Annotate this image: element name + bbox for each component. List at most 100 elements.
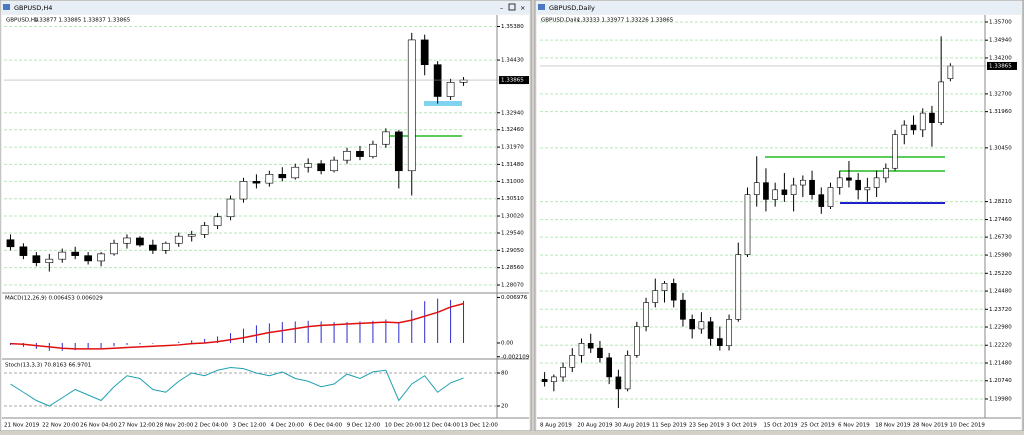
candle-body [670,283,677,301]
minimize[interactable]: – [500,4,503,12]
y-tick-label: 1.31960 [989,109,1012,115]
maximize[interactable] [508,3,516,11]
x-tick-label: 12 Dec 04:00 [423,423,460,429]
quote: 1.33333 1.33977 1.33226 1.33865 [577,18,674,24]
x-tick-label: 21 Nov 2019 [4,423,40,429]
candle-body [550,376,557,383]
x-tick-label: 6 Nov 2019 [838,423,870,429]
candle-body [446,82,455,97]
y-tick-label: 1.19980 [989,396,1012,402]
candle-body [278,173,287,179]
candle-body [790,184,797,195]
y-tick-label: 1.21480 [989,360,1012,366]
candle-body [606,357,613,378]
price-tag [987,61,1017,70]
x-tick-label: 3 Dec 12:00 [232,423,266,429]
y-tick-label: 1.26730 [989,235,1012,241]
chart-title: GBPUSD,H4 [6,18,39,24]
x-tick-label: 28 Nov 2019 [913,423,949,429]
candle-body [123,237,131,244]
close[interactable]: × [520,4,525,12]
candle-body [661,283,668,291]
candle-body [317,163,325,172]
candle-body [716,338,723,347]
y-tick-label: 1.30510 [501,196,524,202]
candle-body [291,166,300,179]
y-tick-label: 1.32460 [501,127,524,133]
macd-signal [10,302,464,350]
candle-body [578,343,585,356]
candle-body [873,177,880,188]
y-tick-label: 1.28070 [501,282,524,288]
macd-label: MACD(12,26,9) 0.006453 0.006029 [5,296,103,302]
y-tick-label: 1.28560 [501,265,524,271]
y-tick-label: 1.35700 [989,19,1012,25]
x-tick-label: 27 Nov 12:00 [118,423,156,429]
candle-body [58,251,67,260]
x-tick-label: 22 Nov 20:00 [42,423,80,429]
candle-body [6,239,15,248]
candle-body [304,163,313,168]
candle-body [569,355,576,368]
candle-body [744,194,751,255]
candle-body [239,181,248,200]
candle-body [735,254,742,320]
candle-body [846,177,852,181]
candle-body [252,181,261,184]
candle-body [174,235,183,244]
y-tick-label: 1.29540 [501,231,524,237]
title-bar [1,1,530,14]
candle-body [772,189,779,200]
y-tick-label: 1.30020 [501,214,524,220]
candle-body [781,189,788,195]
candle-body [799,179,806,186]
y-tick-label: 80 [501,371,508,377]
candle-body [213,216,222,226]
candle-body [84,255,92,262]
price-tag-label: 1.33865 [989,63,1012,69]
stoch-line [10,366,464,407]
y-tick-label: 0.006976 [501,295,528,301]
y-tick-label: 1.31000 [501,179,524,185]
y-tick-label: 1.24480 [989,289,1012,295]
y-tick-label: 1.34940 [989,38,1012,44]
y-tick-label: -0.002109 [501,354,530,360]
x-tick-label: 15 Oct 2019 [764,423,799,429]
candle-body [864,187,871,191]
candle-body [407,39,416,172]
candle-body [587,343,594,349]
candle-body [149,244,157,251]
candle-body [855,179,862,191]
candle-body [597,347,603,359]
x-tick-label: 25 Oct 2019 [801,423,836,429]
y-tick-label: 1.29050 [501,248,524,254]
quote: 1.33877 1.33885 1.33837 1.33865 [34,18,131,24]
chart-title: GBPUSD,Daily [541,18,581,24]
candle-body [32,255,41,264]
y-tick-label: 1.28210 [989,199,1012,205]
x-tick-label: 10 Dec 2019 [950,423,986,429]
y-tick-label: 1.35380 [501,24,524,30]
stoch-label: Stoch(13,3,3) 70.8163 66.9701 [5,363,91,369]
icon [3,4,10,10]
candle-body [200,225,209,235]
y-tick-label: 1.22980 [989,325,1012,331]
candle-body [726,319,732,347]
y-tick-label: 1.31480 [501,162,524,168]
x-tick-label: 11 Sep 2019 [652,423,687,429]
candle-body [929,112,935,123]
x-tick-label: 28 Nov 20:00 [156,423,194,429]
candle-body [356,151,364,157]
y-tick-label: 1.30450 [989,145,1012,151]
y-tick-label: 1.25980 [989,253,1012,259]
candle-body [136,237,144,246]
candle-body [836,177,843,188]
candle-body [560,367,566,378]
x-tick-label: 2 Dec 04:00 [194,423,228,429]
candle-body [19,246,28,256]
y-tick-label: 1.20740 [989,378,1012,384]
candle-body [698,321,705,330]
x-tick-label: 6 Dec 04:00 [309,423,343,429]
candle-body [652,290,659,303]
x-tick-label: 8 Aug 2019 [540,423,572,429]
